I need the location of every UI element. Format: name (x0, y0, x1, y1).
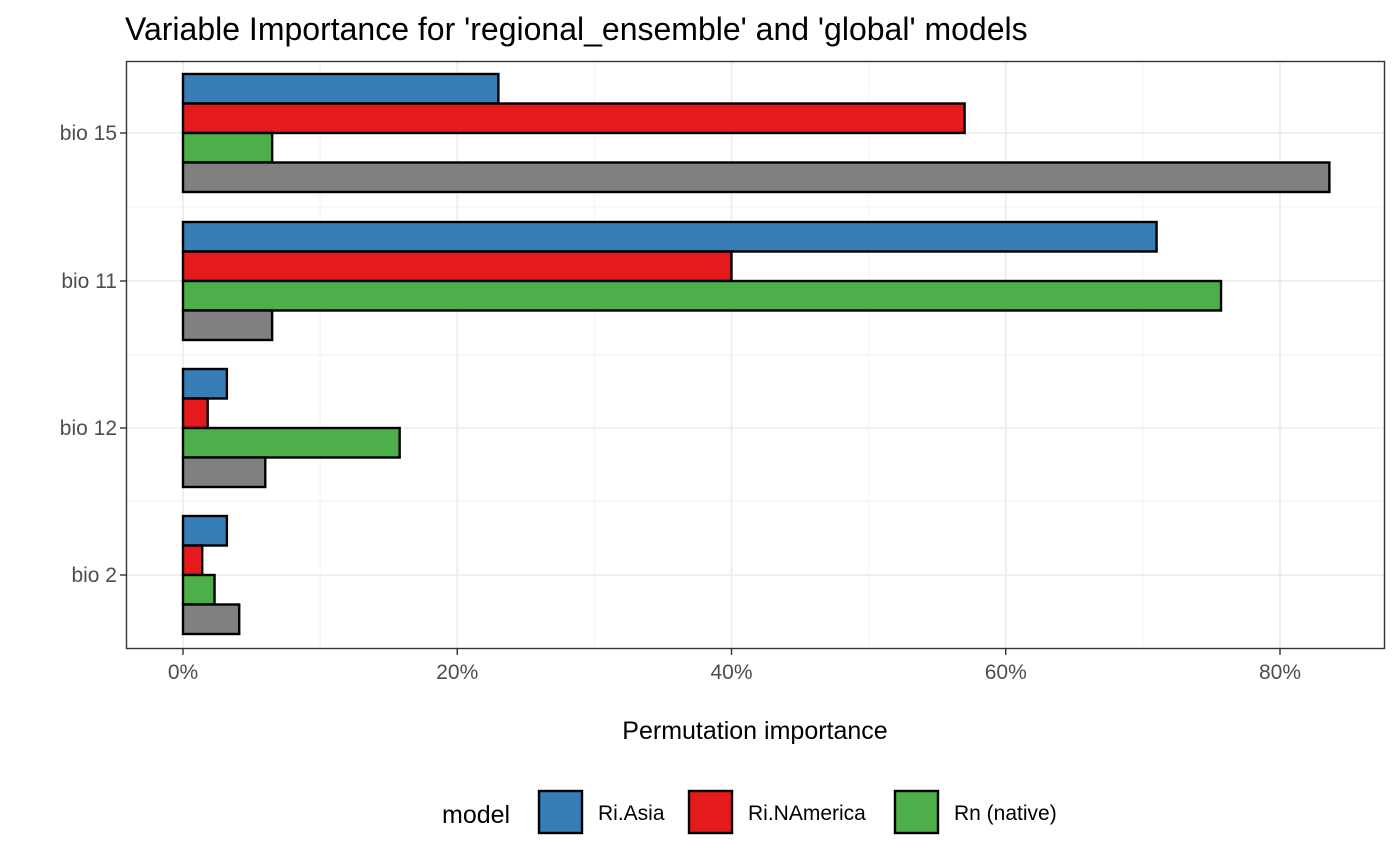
bar (181, 72, 500, 105)
y-tick-label: bio 15 (60, 122, 117, 145)
legend-key (537, 789, 584, 835)
bar (181, 250, 733, 283)
axes: bio 15 bio 11 bio 12 bio 2 0% 20% 40% 60% 80% (60, 122, 1301, 684)
bar (181, 573, 216, 606)
bar (181, 131, 274, 164)
bars (181, 72, 1331, 636)
x-tick-label: 0% (168, 661, 198, 684)
bar (181, 102, 966, 135)
x-tick-label: 20% (436, 661, 478, 684)
legend-label: Ri.Asia (598, 802, 665, 825)
chart-title: Variable Importance for 'regional_ensemb… (125, 11, 1028, 47)
bar (181, 279, 1223, 312)
bar (181, 603, 241, 636)
legend: model Ri.Asia Ri.NAmerica Rn (native) (442, 789, 1057, 835)
y-tick-label: bio 12 (60, 417, 117, 440)
bar (181, 309, 274, 342)
legend-label: Ri.NAmerica (748, 802, 866, 825)
bar (181, 397, 209, 430)
bar (181, 426, 401, 459)
plot-panel-border (125, 60, 1386, 650)
bar (181, 161, 1331, 194)
x-tick-label: 60% (985, 661, 1027, 684)
y-tick-label: bio 11 (61, 270, 117, 293)
bar (181, 514, 229, 547)
legend-key (893, 789, 940, 835)
y-tick-label: bio 2 (71, 564, 117, 587)
bar (181, 456, 267, 489)
legend-title: model (442, 801, 510, 829)
x-axis-title: Permutation importance (622, 717, 887, 745)
bar (181, 367, 229, 400)
x-tick-label: 80% (1259, 661, 1301, 684)
legend-label: Rn (native) (954, 802, 1057, 825)
bar (181, 220, 1158, 253)
bar (181, 544, 204, 577)
x-tick-label: 40% (710, 661, 752, 684)
legend-key (687, 789, 734, 835)
grid (127, 62, 1384, 648)
